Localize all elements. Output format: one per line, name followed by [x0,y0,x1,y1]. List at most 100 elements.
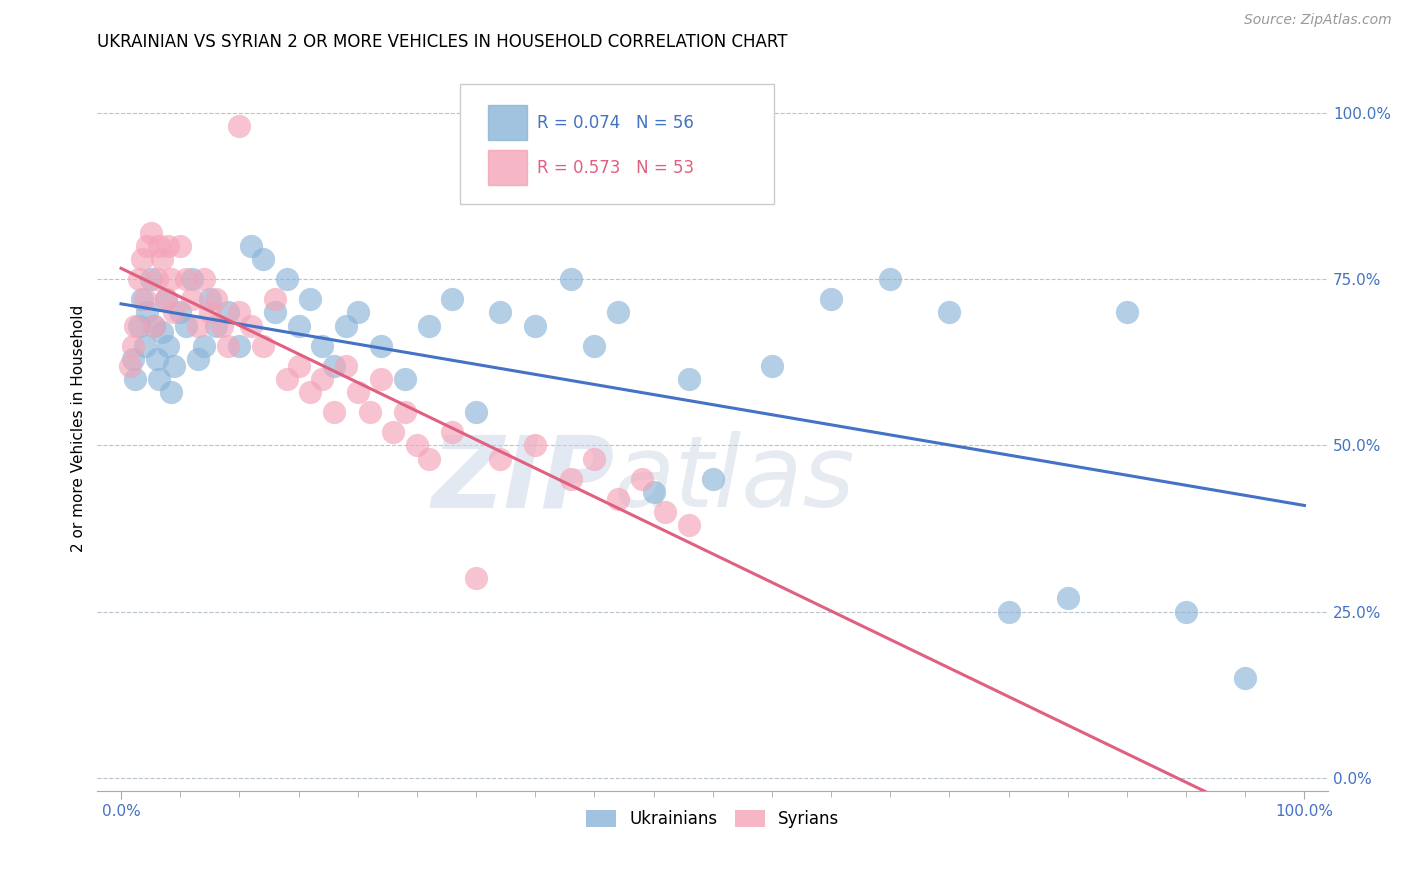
Text: atlas: atlas [614,431,856,528]
Text: R = 0.573   N = 53: R = 0.573 N = 53 [537,159,695,177]
Point [370,372,392,386]
Point [560,272,582,286]
Point [938,305,960,319]
Point [124,318,146,333]
Point [124,372,146,386]
Point [654,505,676,519]
Point [287,359,309,373]
Point [174,272,197,286]
Point [198,305,221,319]
Point [217,305,239,319]
Point [139,272,162,286]
Point [441,425,464,439]
Point [382,425,405,439]
Point [370,338,392,352]
Point [276,272,298,286]
Point [311,372,333,386]
Point [560,472,582,486]
Point [204,318,226,333]
Point [169,239,191,253]
Point [406,438,429,452]
Point [148,239,170,253]
Point [997,605,1019,619]
Point [174,318,197,333]
Point [163,359,186,373]
Point [702,472,724,486]
Point [121,351,143,366]
FancyBboxPatch shape [488,105,527,140]
Point [488,305,510,319]
Point [465,405,488,419]
Point [879,272,901,286]
Point [630,472,652,486]
Point [252,338,274,352]
Point [198,292,221,306]
Point [157,239,180,253]
Point [145,351,167,366]
Point [228,119,250,133]
Point [761,359,783,373]
Point [152,252,174,267]
Point [335,359,357,373]
Point [465,571,488,585]
Point [394,372,416,386]
Point [181,272,204,286]
Point [524,438,547,452]
Point [136,305,159,319]
Point [163,305,186,319]
Point [252,252,274,267]
Point [157,338,180,352]
Point [276,372,298,386]
Point [583,338,606,352]
Point [159,385,181,400]
Point [1234,671,1257,685]
Point [193,338,215,352]
Point [311,338,333,352]
Point [263,292,285,306]
Point [211,318,233,333]
Point [607,491,630,506]
Point [187,318,209,333]
Point [323,359,346,373]
Point [346,385,368,400]
Point [128,318,150,333]
Point [1116,305,1139,319]
Point [323,405,346,419]
Point [394,405,416,419]
Point [217,338,239,352]
Point [148,372,170,386]
Point [287,318,309,333]
Y-axis label: 2 or more Vehicles in Household: 2 or more Vehicles in Household [72,305,86,552]
Point [228,305,250,319]
Point [155,292,177,306]
Point [152,326,174,340]
Point [120,359,142,373]
Point [143,318,166,333]
Point [418,451,440,466]
Point [299,385,322,400]
Point [1056,591,1078,606]
Point [441,292,464,306]
Point [134,338,156,352]
FancyBboxPatch shape [488,151,527,186]
Point [607,305,630,319]
Point [678,372,700,386]
Point [418,318,440,333]
Point [488,451,510,466]
Point [169,305,191,319]
Point [335,318,357,333]
Point [678,518,700,533]
Legend: Ukrainians, Syrians: Ukrainians, Syrians [579,804,846,835]
Point [128,272,150,286]
Point [524,318,547,333]
Point [131,292,153,306]
Point [139,226,162,240]
Point [299,292,322,306]
Point [193,272,215,286]
Point [204,292,226,306]
Point [143,318,166,333]
Text: R = 0.074   N = 56: R = 0.074 N = 56 [537,114,693,132]
Point [121,338,143,352]
Point [131,252,153,267]
FancyBboxPatch shape [460,85,775,204]
